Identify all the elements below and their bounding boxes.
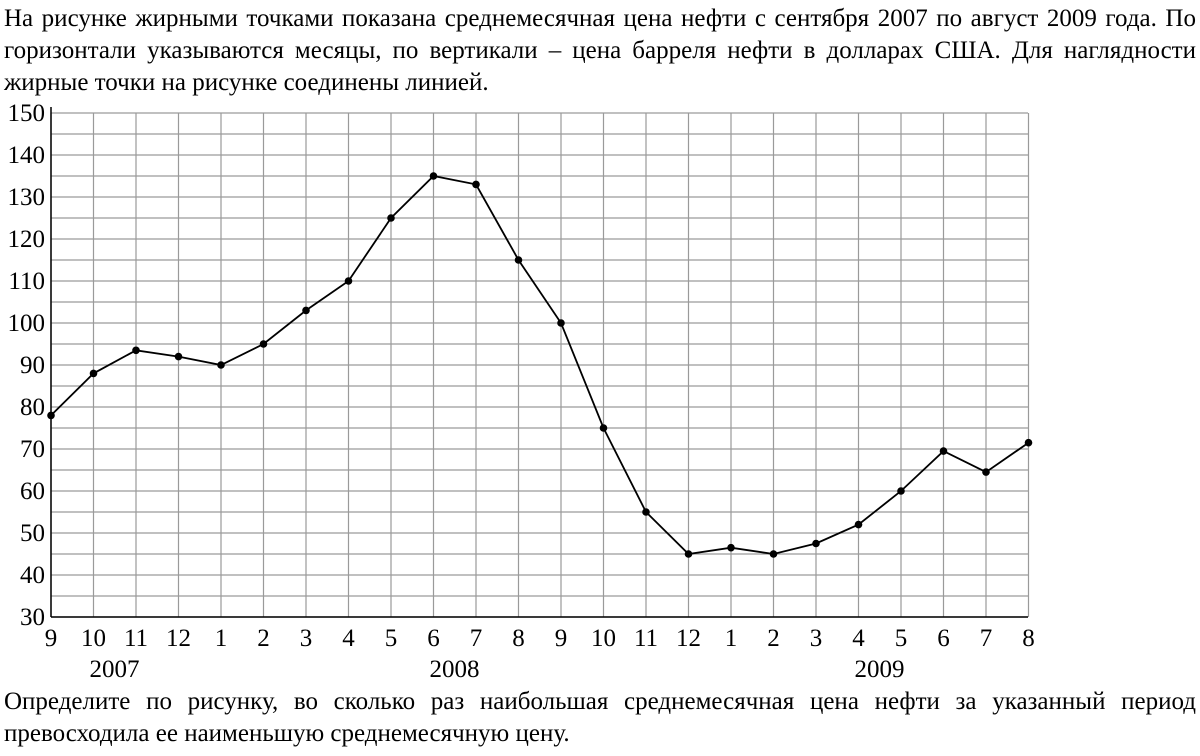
data-point — [259, 340, 268, 348]
data-point — [47, 411, 55, 420]
x-tick-label: 10 — [81, 625, 106, 652]
year-labels: 2007 2008 2009 — [90, 656, 905, 683]
data-point — [472, 180, 480, 189]
y-axis-tick-labels: 30 40 50 60 70 80 90 100 110 120 130 140 150 — [8, 100, 46, 631]
year-label: 2008 — [430, 656, 480, 683]
data-point — [769, 550, 778, 558]
data-point — [939, 447, 948, 455]
data-point — [1024, 438, 1033, 447]
x-tick-label: 9 — [45, 625, 58, 652]
x-tick-label: 6 — [427, 625, 440, 652]
x-tick-label: 6 — [937, 625, 950, 652]
data-point — [854, 520, 863, 529]
year-label: 2007 — [90, 656, 140, 683]
y-tick-label: 150 — [8, 100, 46, 127]
x-axis-tick-labels: 9 10 11 12 1 2 3 4 5 6 7 8 9 10 11 12 1 2 3 4 5 6 7 8 — [45, 625, 1035, 652]
x-tick-label: 11 — [634, 625, 658, 652]
y-tick-label: 80 — [20, 394, 45, 421]
y-tick-label: 50 — [20, 520, 45, 547]
y-tick-label: 90 — [20, 352, 45, 379]
x-tick-label: 2 — [767, 625, 780, 652]
x-tick-label: 8 — [512, 625, 525, 652]
y-tick-label: 40 — [20, 562, 45, 589]
y-tick-label: 30 — [20, 604, 45, 631]
x-tick-label: 8 — [1022, 625, 1035, 652]
problem-question: Определите по рисунку, во сколько раз на… — [4, 688, 1196, 747]
data-point — [344, 277, 353, 285]
data-point — [302, 306, 310, 315]
series-line — [50, 175, 1030, 555]
x-tick-label: 5 — [895, 625, 908, 652]
y-tick-label: 130 — [8, 184, 46, 211]
x-tick-label: 3 — [300, 625, 313, 652]
x-tick-label: 1 — [725, 625, 738, 652]
data-point — [514, 256, 523, 264]
x-tick-label: 12 — [676, 625, 701, 652]
x-tick-label: 7 — [980, 625, 993, 652]
x-tick-label: 1 — [215, 625, 228, 652]
y-tick-label: 120 — [8, 226, 46, 253]
data-point — [132, 346, 140, 355]
data-point — [387, 214, 395, 222]
y-tick-label: 70 — [20, 436, 45, 463]
y-tick-label: 110 — [8, 268, 45, 295]
x-tick-label: 4 — [852, 625, 865, 652]
x-tick-label: 11 — [124, 625, 148, 652]
data-point — [89, 369, 98, 378]
data-point — [727, 543, 735, 552]
grid — [50, 107, 1030, 618]
data-point — [217, 361, 225, 369]
y-tick-label: 60 — [20, 478, 45, 505]
problem-intro: На рисунке жирными точками показана сред… — [4, 5, 1196, 96]
y-tick-label: 100 — [8, 310, 46, 337]
data-point — [812, 539, 820, 548]
x-tick-label: 4 — [342, 625, 355, 652]
x-tick-label: 10 — [591, 625, 616, 652]
data-point — [557, 319, 565, 327]
data-point — [684, 550, 693, 558]
price-series — [47, 172, 1033, 558]
x-tick-label: 2 — [257, 625, 270, 652]
data-point — [599, 424, 608, 432]
year-label: 2009 — [855, 656, 905, 683]
data-point — [429, 172, 438, 180]
data-point — [642, 508, 650, 516]
x-tick-label: 9 — [555, 625, 568, 652]
data-point — [982, 468, 990, 476]
x-tick-label: 3 — [810, 625, 823, 652]
x-tick-label: 7 — [470, 625, 483, 652]
y-tick-label: 140 — [8, 142, 46, 169]
x-tick-label: 12 — [166, 625, 191, 652]
data-point — [897, 487, 905, 495]
data-point — [174, 352, 183, 361]
x-tick-label: 5 — [385, 625, 398, 652]
